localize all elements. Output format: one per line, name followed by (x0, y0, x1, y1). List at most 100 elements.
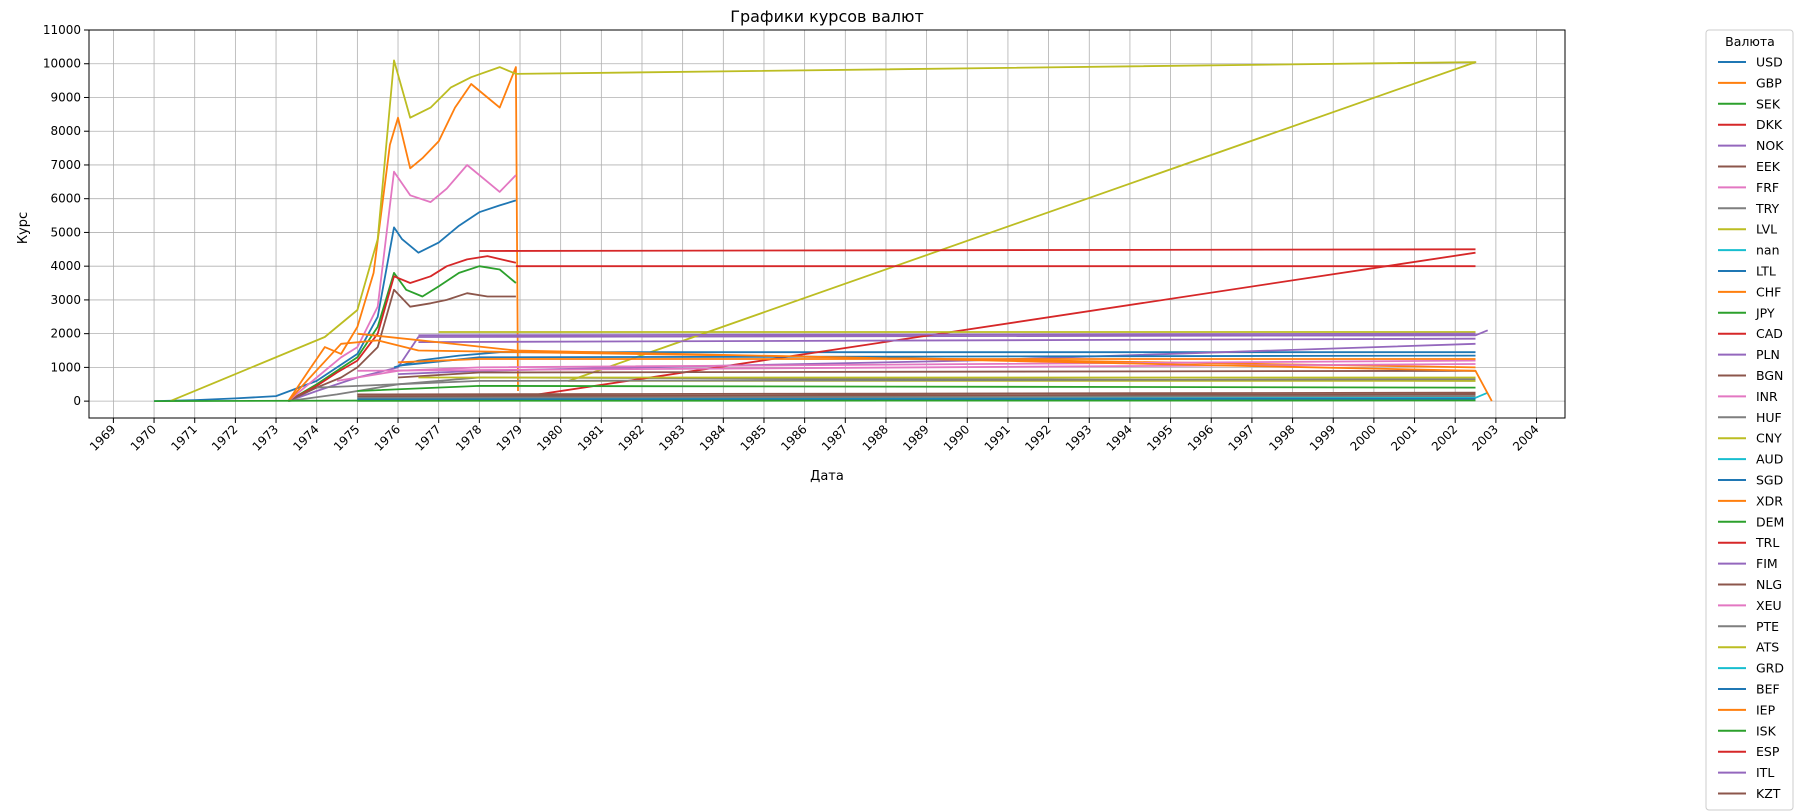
legend-label: INR (1756, 389, 1778, 404)
legend-label: DEM (1756, 514, 1784, 529)
series-line-fim (418, 337, 1476, 344)
legend-item-lvl: LVL (1718, 222, 1777, 237)
legend-label: XDR (1756, 493, 1783, 508)
series-line-frf (287, 164, 517, 402)
legend-item-jpy: JPY (1718, 305, 1775, 320)
legend-label: ESP (1756, 744, 1780, 759)
x-tick-label: 2003 (1469, 422, 1500, 453)
x-tick-label: 2004 (1510, 422, 1541, 453)
legend-label: CNY (1756, 431, 1782, 446)
legend-item-usd: USD (1718, 55, 1783, 70)
legend-label: SGD (1756, 473, 1783, 488)
legend-item-nok: NOK (1718, 138, 1784, 153)
series-line-kzt (357, 393, 1476, 398)
x-tick-label: 2001 (1388, 422, 1419, 453)
x-tick-label: 1974 (290, 422, 321, 453)
legend-item-inr: INR (1718, 389, 1778, 404)
y-tick-label: 9000 (50, 90, 81, 104)
legend-label: PTE (1756, 619, 1779, 634)
legend-item-bef: BEF (1718, 682, 1780, 697)
x-tick-label: 1999 (1307, 422, 1338, 453)
y-tick-label: 11000 (43, 23, 81, 37)
legend-label: EEK (1756, 159, 1781, 174)
legend-item-nlg: NLG (1718, 577, 1782, 592)
legend-label: GBP (1756, 75, 1782, 90)
series-line-bef (357, 397, 1476, 401)
x-tick-label: 2000 (1348, 422, 1379, 453)
x-tick-label: 1979 (494, 422, 525, 453)
series-line-iep (357, 332, 1493, 402)
legend-label: AUD (1756, 452, 1783, 467)
y-tick-label: 6000 (50, 192, 81, 206)
x-tick-label: 1988 (860, 422, 891, 453)
series-line-gbp (287, 66, 519, 402)
legend-item-fim: FIM (1718, 556, 1778, 571)
legend-item-aud: AUD (1718, 452, 1783, 467)
legend-label: NLG (1756, 577, 1782, 592)
legend-label: ATS (1756, 640, 1779, 655)
legend-label: SEK (1756, 96, 1781, 111)
legend-item-bgn: BGN (1718, 368, 1783, 383)
legend-label: DKK (1756, 117, 1783, 132)
legend-label: CHF (1756, 284, 1781, 299)
x-tick-label: 1985 (738, 422, 769, 453)
y-axis-label: Курс (16, 212, 31, 244)
series-line-usd (154, 199, 517, 402)
legend-label: BEF (1756, 682, 1780, 697)
x-tick-label: 1996 (1185, 422, 1216, 453)
legend-label: GRD (1756, 661, 1784, 676)
legend-label: JPY (1755, 305, 1775, 320)
legend-label: XEU (1756, 598, 1782, 613)
legend-label: LVL (1756, 222, 1777, 237)
legend-label: BGN (1756, 368, 1783, 383)
legend-item-dkk: DKK (1718, 117, 1783, 132)
x-tick-label: 1994 (1104, 422, 1135, 453)
legend-item-ltl: LTL (1718, 264, 1776, 279)
legend-label: IEP (1756, 702, 1776, 717)
series-line-sgd (397, 354, 1476, 367)
series-line-dkk (287, 255, 517, 402)
x-axis-label: Дата (810, 469, 844, 484)
legend-label: FIM (1756, 556, 1778, 571)
y-axis: 0 1000 2000 3000 4000 5000 6000 7000 8000 9000 100… (43, 23, 89, 408)
x-tick-label: 1982 (616, 422, 647, 453)
plot-frame (88, 29, 1566, 419)
y-tick-label: 2000 (50, 327, 81, 341)
legend-box (1705, 29, 1794, 811)
legend: Валюта USD GBP SEK DKK NOK EEK FRF TRY LVL nan LTL… (1705, 29, 1794, 811)
y-tick-label: 0 (73, 394, 81, 408)
y-tick-label: 4000 (50, 259, 81, 273)
legend-item-xdr: XDR (1718, 493, 1783, 508)
legend-item-gbp: GBP (1718, 75, 1782, 90)
series-line-sek (287, 265, 517, 402)
legend-label: nan (1756, 243, 1780, 258)
legend-label: KZT (1756, 786, 1781, 801)
x-tick-label: 1998 (1266, 422, 1297, 453)
x-tick-label: 1991 (982, 422, 1013, 453)
x-tick-label: 1976 (372, 422, 403, 453)
series-line-nlg (357, 391, 1476, 396)
series-line-pte (357, 395, 1476, 399)
x-tick-label: 1975 (331, 422, 362, 453)
legend-item-nan: nan (1718, 243, 1780, 258)
x-tick-label: 1970 (128, 422, 159, 453)
series-line-esp (479, 248, 1476, 252)
legend-item-xeu: XEU (1718, 598, 1782, 613)
legend-item-sek: SEK (1718, 96, 1781, 111)
plot-series (154, 59, 1493, 403)
legend-label: USD (1756, 55, 1783, 70)
legend-label: PLN (1756, 347, 1780, 362)
y-tick-label: 7000 (50, 158, 81, 172)
series-line-xeu (357, 363, 1476, 372)
legend-item-esp: ESP (1718, 744, 1780, 759)
series-line-lvl (169, 59, 1477, 402)
series-line-huf (316, 378, 1476, 389)
series-line-eek (287, 288, 516, 402)
series-line-dem (357, 384, 1476, 392)
series-line-nok (287, 329, 1489, 402)
y-tick-label: 10000 (43, 57, 81, 71)
series-line-ltl (393, 351, 1476, 369)
legend-item-chf: CHF (1718, 284, 1781, 299)
legend-label: TRL (1755, 535, 1779, 550)
legend-item-pln: PLN (1718, 347, 1780, 362)
